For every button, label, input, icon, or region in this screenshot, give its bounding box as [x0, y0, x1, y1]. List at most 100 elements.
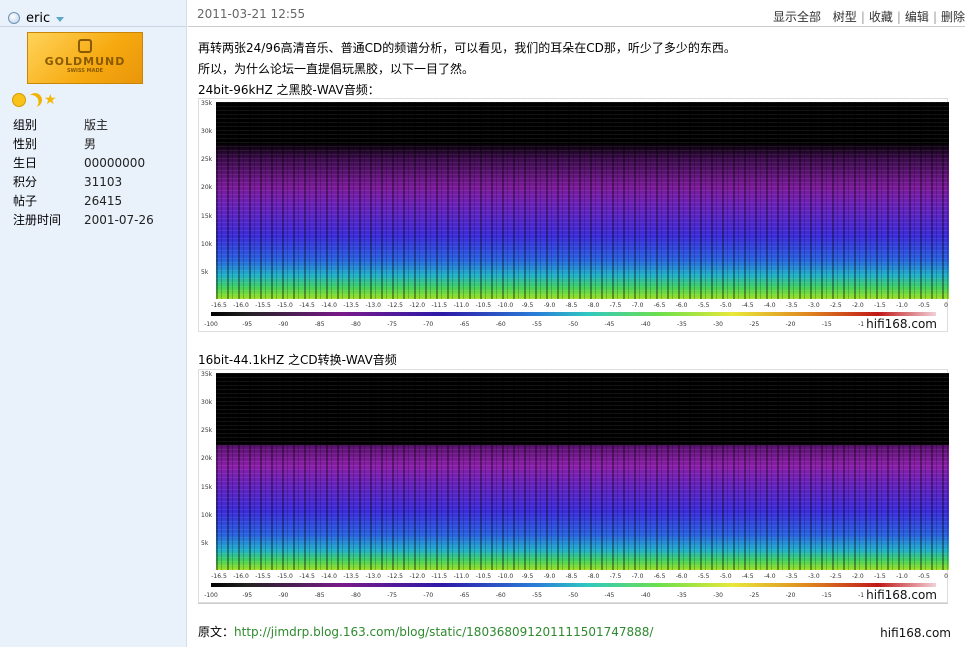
x-tick-label: -12.5 — [387, 302, 403, 309]
color-tick-label: -50 — [568, 592, 579, 599]
color-scale-bar — [211, 583, 936, 587]
action-4[interactable]: 删除 — [940, 10, 965, 24]
x-tick-label: -5.0 — [719, 573, 732, 580]
spectrum-fill — [216, 373, 949, 570]
color-tick-label: -70 — [423, 321, 434, 328]
x-tick-label: -13.5 — [343, 302, 359, 309]
color-tick-label: -80 — [350, 592, 361, 599]
x-tick-label: -15.5 — [255, 573, 271, 580]
color-tick-label: -65 — [459, 321, 470, 328]
x-tick-label: -4.0 — [763, 302, 776, 309]
y-tick-label: 30k — [201, 399, 213, 407]
field-value: 00000000 — [84, 155, 146, 170]
divider — [0, 26, 187, 27]
field-label: 组别 — [13, 118, 38, 132]
field-value: 26415 — [84, 193, 123, 208]
x-tick-label: -5.5 — [697, 573, 710, 580]
x-tick-label: -2.0 — [852, 302, 864, 309]
x-tick-label: -1.5 — [874, 302, 886, 309]
chevron-down-icon[interactable] — [56, 16, 65, 22]
star-icon: ★ — [44, 92, 57, 108]
separator — [825, 10, 829, 24]
color-tick-label: -15 — [821, 321, 832, 328]
color-tick-label: -30 — [713, 321, 724, 328]
action-1[interactable]: 树型 — [832, 10, 857, 24]
x-tick-label: -6.0 — [675, 302, 688, 309]
color-tick-label: -35 — [676, 321, 687, 328]
color-tick-label: -55 — [532, 321, 542, 328]
field-value: 2001-07-26 — [84, 212, 154, 227]
field-label: 性别 — [13, 137, 38, 151]
x-tick-label: -4.0 — [763, 573, 776, 580]
x-tick-label: -2.5 — [829, 302, 842, 309]
post-date: 2011-03-21 12:55 — [197, 7, 306, 21]
x-tick-label: -12.5 — [387, 573, 403, 580]
post: 2011-03-21 12:55 显示全部 树型 | 收藏 | 编辑 | 删除 再转两张24… — [188, 0, 965, 647]
x-tick-label: -7.0 — [631, 573, 644, 580]
color-tick-label: -95 — [242, 321, 253, 328]
x-tick-label: -14.0 — [321, 573, 337, 580]
source-line: 原文：http://jimdrp.blog.163.com/blog/stati… — [198, 623, 653, 640]
color-tick-label: -30 — [713, 592, 724, 599]
field-value: 31103 — [84, 174, 123, 189]
y-tick-label: 5k — [201, 539, 209, 547]
x-tick-label: -8.0 — [587, 302, 600, 309]
color-tick-label: -40 — [640, 592, 651, 599]
logo-text: GOLDMUND — [44, 55, 126, 68]
color-scale-bar — [211, 312, 936, 316]
color-tick-label: -90 — [278, 592, 289, 599]
x-tick-label: -6.5 — [653, 302, 666, 309]
color-tick-label: -15 — [821, 592, 832, 599]
x-tick-label: -14.5 — [299, 573, 315, 580]
color-tick-label: -90 — [278, 321, 289, 328]
x-tick-label: -7.5 — [609, 573, 622, 580]
separator: | — [896, 10, 901, 24]
username-link[interactable]: eric — [26, 10, 51, 26]
x-tick-label: -8.5 — [565, 302, 578, 309]
action-3[interactable]: 编辑 — [904, 10, 929, 24]
x-tick-label: 0 — [944, 302, 948, 309]
x-tick-label: -10.0 — [497, 573, 514, 580]
x-tick-label: -11.0 — [453, 573, 470, 580]
color-tick-label: -65 — [459, 592, 470, 599]
field-label: 生日 — [13, 156, 38, 170]
post-text-line: 再转两张24/96高清音乐、普通CD的频谱分析，可以看见，我们的耳朵在CD那，听… — [198, 41, 736, 55]
logo-mark-icon — [78, 39, 92, 53]
divider — [198, 603, 948, 604]
divider — [188, 26, 965, 27]
color-tick-label: -70 — [423, 592, 434, 599]
x-tick-label: -11.5 — [431, 573, 448, 580]
color-tick-label: -85 — [314, 592, 325, 599]
action-2[interactable]: 收藏 — [868, 10, 893, 24]
x-tick-label: -3.5 — [785, 302, 798, 309]
y-tick-label: 30k — [201, 128, 213, 136]
x-tick-label: -9.0 — [543, 302, 556, 309]
x-tick-label: -3.5 — [785, 573, 798, 580]
user-field: 积分 31103 — [13, 172, 154, 191]
username[interactable]: eric — [8, 9, 65, 27]
x-tick-label: -4.5 — [741, 573, 754, 580]
separator: | — [932, 10, 937, 24]
color-tick-label: -50 — [568, 321, 579, 328]
x-tick-label: -16.0 — [233, 573, 249, 580]
color-tick-label: -45 — [604, 321, 615, 328]
y-tick-label: 20k — [201, 455, 213, 463]
x-tick-label: -9.0 — [543, 573, 556, 580]
user-field: 性别 男 — [13, 134, 154, 153]
field-value: 男 — [84, 137, 97, 151]
x-tick-label: -6.0 — [675, 573, 688, 580]
y-tick-label: 15k — [201, 483, 213, 491]
y-tick-label: 35k — [201, 371, 213, 378]
color-tick-label: -85 — [314, 321, 325, 328]
watermark: hifi168.com — [880, 626, 951, 640]
color-tick-label: -95 — [242, 592, 253, 599]
color-tick-label: -60 — [495, 592, 506, 599]
x-tick-label: -6.5 — [653, 573, 666, 580]
color-tick-label: -25 — [749, 592, 760, 599]
source-link[interactable]: http://jimdrp.blog.163.com/blog/static/1… — [234, 625, 654, 639]
action-0[interactable]: 显示全部 — [772, 10, 821, 24]
avatar: GOLDMUND SWISS MADE — [27, 32, 143, 84]
x-tick-label: -10.5 — [475, 302, 492, 309]
x-tick-label: -8.5 — [565, 573, 578, 580]
spectrogram-plot — [216, 373, 949, 570]
